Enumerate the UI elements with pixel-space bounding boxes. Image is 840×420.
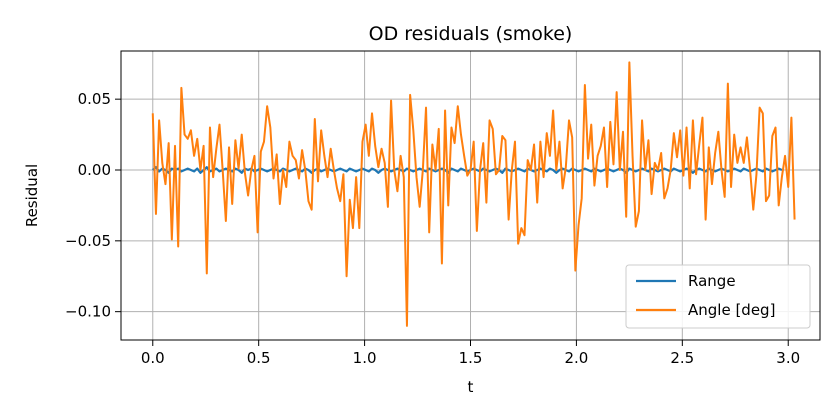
- x-tick-label: 2.0: [564, 349, 588, 367]
- chart-title: OD residuals (smoke): [369, 23, 573, 45]
- x-tick-label: 1.0: [353, 349, 377, 367]
- x-tick-label: 0.0: [141, 349, 165, 367]
- x-tick-label: 0.5: [247, 349, 271, 367]
- y-axis-label: Residual: [23, 164, 41, 227]
- x-tick-label: 2.5: [670, 349, 694, 367]
- x-tick-label: 3.0: [776, 349, 800, 367]
- series-layer: [151, 61, 796, 327]
- y-tick-label: 0.05: [78, 90, 111, 108]
- legend: Range Angle [deg]: [625, 264, 811, 329]
- x-axis-label: t: [468, 378, 474, 396]
- legend-label-range: Range: [688, 272, 736, 290]
- x-tick-label: 1.5: [459, 349, 483, 367]
- y-tick-label: 0.00: [78, 161, 111, 179]
- series-line-angle: [151, 61, 796, 327]
- y-tick-label: −0.05: [65, 232, 111, 250]
- legend-label-angle: Angle [deg]: [688, 301, 775, 319]
- ticks: 0.0 0.5 1.0 1.5 2.0 2.5 3.0 −0.10 −0.05 0.00 0.05: [65, 90, 800, 367]
- y-tick-label: −0.10: [65, 303, 111, 321]
